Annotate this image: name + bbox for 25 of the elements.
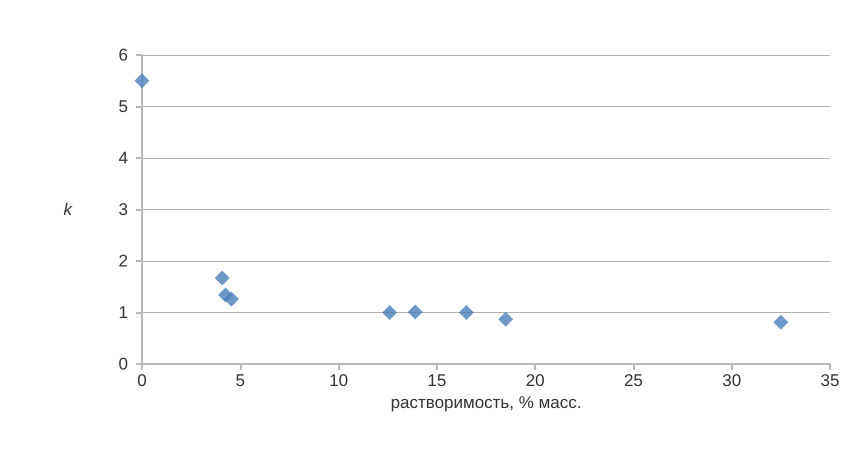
x-tick-label: 5 bbox=[236, 371, 246, 390]
y-tick-label: 1 bbox=[118, 303, 128, 322]
x-tick-label: 0 bbox=[137, 371, 147, 390]
y-tick-label: 4 bbox=[118, 148, 128, 168]
point bbox=[214, 270, 230, 286]
x-tick-label: 25 bbox=[624, 371, 643, 390]
x-tick-label: 15 bbox=[427, 371, 446, 390]
x-axis-title: растворимость, % масс. bbox=[390, 392, 582, 412]
point bbox=[458, 305, 474, 320]
y-tick-label: 2 bbox=[118, 252, 128, 270]
y-tick-label: 0 bbox=[118, 354, 128, 374]
y-tick-label: 3 bbox=[118, 200, 128, 219]
x-tick-label: 10 bbox=[329, 371, 348, 390]
point bbox=[408, 304, 423, 320]
y-axis-title: k bbox=[64, 200, 74, 219]
point bbox=[134, 73, 150, 88]
y-tick-label: 6 bbox=[118, 46, 128, 64]
point bbox=[224, 292, 239, 307]
point bbox=[773, 314, 788, 330]
x-tick-label: 35 bbox=[820, 371, 840, 390]
x-tick-label: 20 bbox=[526, 371, 545, 390]
point bbox=[498, 312, 514, 327]
point bbox=[382, 305, 398, 320]
x-tick-label: 30 bbox=[722, 371, 742, 390]
y-tick-label: 5 bbox=[118, 97, 128, 116]
